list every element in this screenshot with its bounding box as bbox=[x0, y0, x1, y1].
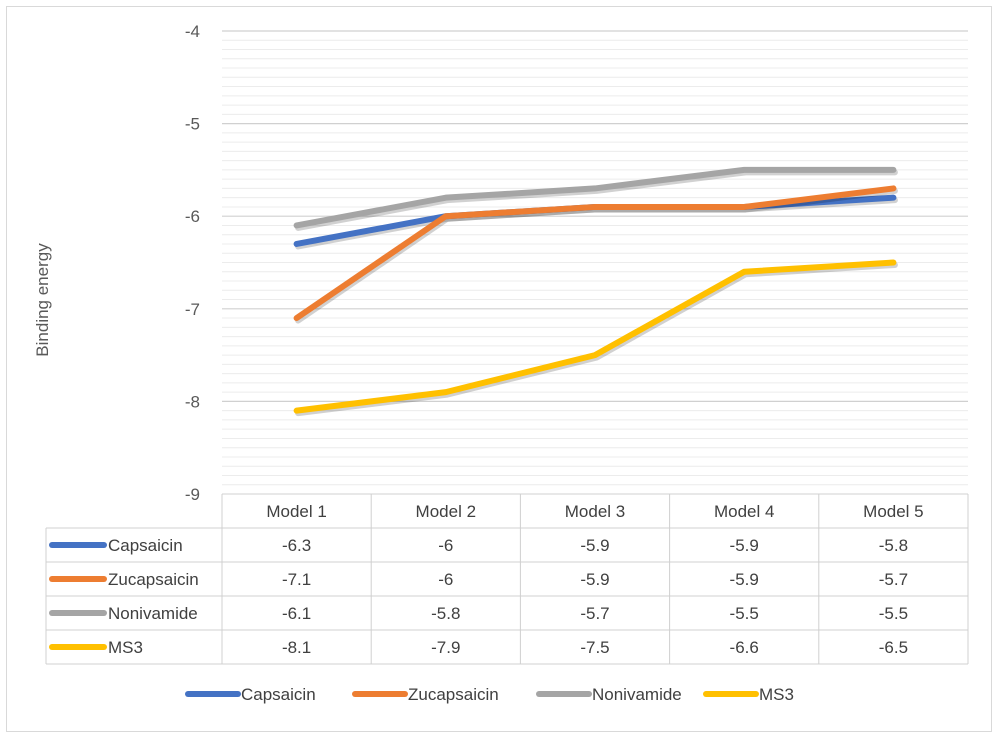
table-value: -5.7 bbox=[879, 570, 908, 589]
y-tick-label: -6 bbox=[185, 207, 200, 226]
y-tick-label: -8 bbox=[185, 392, 200, 411]
table-series-label: Nonivamide bbox=[108, 604, 198, 623]
table-value: -7.1 bbox=[282, 570, 311, 589]
series-line-ms3 bbox=[293, 259, 897, 414]
table-value: -5.9 bbox=[730, 570, 759, 589]
table-value: -5.9 bbox=[730, 536, 759, 555]
y-axis-label: Binding energy bbox=[33, 243, 52, 357]
category-label: Model 3 bbox=[565, 502, 625, 521]
chart-frame bbox=[6, 6, 992, 732]
data-table: Model 1 Model 2 Model 3 Model 4 Model 5 Capsa… bbox=[45, 493, 969, 665]
category-label: Model 5 bbox=[863, 502, 923, 521]
y-axis-ticks: -4 -5 -6 -7 -8 -9 bbox=[185, 22, 200, 504]
y-tick-label: -7 bbox=[185, 300, 200, 319]
table-value: -5.9 bbox=[580, 570, 609, 589]
table-series-label: Capsaicin bbox=[108, 536, 183, 555]
table-value: -6.3 bbox=[282, 536, 311, 555]
table-value: -6.1 bbox=[282, 604, 311, 623]
table-value: -5.5 bbox=[879, 604, 908, 623]
table-value: -6 bbox=[438, 570, 453, 589]
table-value: -8.1 bbox=[282, 638, 311, 657]
legend-label: MS3 bbox=[759, 685, 794, 704]
table-value: -6.6 bbox=[730, 638, 759, 657]
table-value: -5.7 bbox=[580, 604, 609, 623]
series-lines bbox=[293, 166, 898, 417]
table-series-label: MS3 bbox=[108, 638, 143, 657]
table-value: -5.9 bbox=[580, 536, 609, 555]
series-line-nonivamide bbox=[293, 166, 897, 229]
table-value: -6 bbox=[438, 536, 453, 555]
table-value: -7.5 bbox=[580, 638, 609, 657]
table-value: -5.5 bbox=[730, 604, 759, 623]
legend-label: Capsaicin bbox=[241, 685, 316, 704]
table-value: -7.9 bbox=[431, 638, 460, 657]
legend-label: Nonivamide bbox=[592, 685, 682, 704]
table-value: -6.5 bbox=[879, 638, 908, 657]
legend-label: Zucapsaicin bbox=[408, 685, 499, 704]
category-label: Model 1 bbox=[266, 502, 326, 521]
y-tick-label: -9 bbox=[185, 485, 200, 504]
series-line-shadow bbox=[295, 262, 898, 417]
series-line-zucapsaicin bbox=[293, 185, 897, 322]
y-tick-label: -4 bbox=[185, 22, 200, 41]
table-value: -5.8 bbox=[431, 604, 460, 623]
gridlines bbox=[222, 30, 968, 486]
y-tick-label: -5 bbox=[185, 115, 200, 134]
table-series-label: Zucapsaicin bbox=[108, 570, 199, 589]
category-label: Model 2 bbox=[416, 502, 476, 521]
legend: Capsaicin Zucapsaicin Nonivamide MS3 bbox=[185, 685, 794, 704]
category-label: Model 4 bbox=[714, 502, 774, 521]
table-value: -5.8 bbox=[879, 536, 908, 555]
